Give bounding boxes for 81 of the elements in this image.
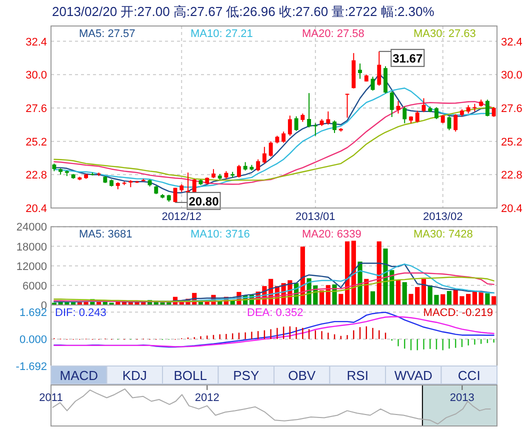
candlestick: [256, 158, 260, 172]
series-label: DEA: 0.352: [247, 307, 304, 319]
text: WVAD: [394, 368, 432, 383]
candlestick: [415, 110, 420, 124]
text: CCI: [458, 368, 480, 383]
candlestick: [212, 168, 216, 179]
x-tick-label: 2013: [450, 392, 474, 404]
bar: [370, 291, 376, 305]
text: RSI: [346, 368, 368, 383]
candlestick: [390, 90, 394, 118]
y-tick-label: 6000: [22, 280, 47, 292]
y-tick-label: 24000: [16, 222, 47, 234]
bar: [492, 296, 496, 305]
y2-tick-label: 25.2: [501, 136, 522, 148]
text: MA10: 27.21: [190, 28, 253, 40]
bar: [421, 278, 426, 305]
text: MA5: 27.57: [79, 28, 136, 40]
bar: [376, 241, 382, 305]
candlestick: [434, 106, 438, 120]
text: MA30: 27.63: [414, 28, 476, 40]
y-tick-label: 12000: [16, 260, 47, 273]
text: MA5: 3681: [79, 228, 132, 241]
candlestick: [447, 116, 452, 131]
y-tick-label: 22.8: [26, 170, 47, 182]
y-tick-label: 0.000: [19, 334, 47, 346]
bar: [485, 293, 490, 305]
candlestick: [262, 146, 266, 164]
annotation: 20.80: [188, 194, 220, 208]
y-tick-label: 30.0: [26, 70, 47, 82]
candlestick: [307, 92, 312, 128]
annotation: 31.67: [392, 51, 423, 66]
text: MA20: 6339: [302, 228, 362, 241]
text: OBV: [288, 368, 316, 383]
candlestick: [377, 50, 382, 86]
y-tick-label: 1.692: [19, 307, 47, 320]
y-tick-label: 18000: [16, 241, 47, 254]
candlestick: [402, 106, 407, 124]
candlestick: [454, 114, 458, 132]
text: DIF: 0.243: [55, 307, 106, 319]
candlestick: [294, 116, 298, 132]
x-tick-label: 2012/12: [162, 211, 202, 223]
bar: [402, 282, 407, 305]
bar: [396, 280, 401, 305]
text: MA10: 3716: [190, 228, 250, 241]
candlestick: [492, 106, 496, 118]
y-tick-label: 32.4: [26, 36, 47, 48]
y-tick-label: -1.692: [16, 361, 47, 373]
candlestick: [236, 164, 241, 178]
bar: [446, 290, 452, 305]
candlestick: [332, 120, 336, 134]
candlestick: [288, 115, 292, 136]
y-tick-label: 20.4: [26, 203, 47, 215]
x-tick-label: 2012: [194, 392, 220, 404]
text: KDJ: [122, 368, 147, 383]
series-label: MACD: -0.219: [423, 307, 493, 319]
y-tick-label: 25.2: [26, 136, 47, 148]
text: PSY: [233, 368, 260, 383]
candlestick: [485, 99, 490, 117]
y2-tick-label: 30.0: [501, 70, 522, 82]
y2-tick-label: 27.6: [501, 102, 522, 115]
text: MA30: 7428: [414, 228, 473, 241]
y2-tick-label: 20.4: [501, 203, 522, 215]
y2-tick-label: 32.4: [501, 36, 522, 48]
text: MACD: [60, 368, 98, 383]
y-tick-label: 27.6: [26, 102, 47, 115]
x-tick-label: 2013/02: [422, 211, 463, 223]
candlestick: [282, 131, 286, 144]
chart-title: 2013/02/20 开:27.00 高:27.67 低:26.96 收:27.60 量:2722 幅:2.30%: [52, 4, 435, 19]
text: BOLL: [174, 368, 207, 383]
y2-tick-label: 22.8: [501, 170, 522, 182]
bar: [478, 292, 484, 305]
candlestick: [268, 140, 273, 158]
candlestick: [345, 93, 350, 118]
x-tick-label: 2011: [39, 392, 63, 404]
bar: [338, 294, 344, 305]
candlestick: [358, 63, 362, 80]
x-tick-label: 2013/01: [296, 211, 336, 223]
candlestick: [313, 122, 318, 136]
text: MA20: 27.58: [302, 28, 364, 40]
bar: [440, 294, 446, 305]
candlestick: [326, 110, 330, 126]
